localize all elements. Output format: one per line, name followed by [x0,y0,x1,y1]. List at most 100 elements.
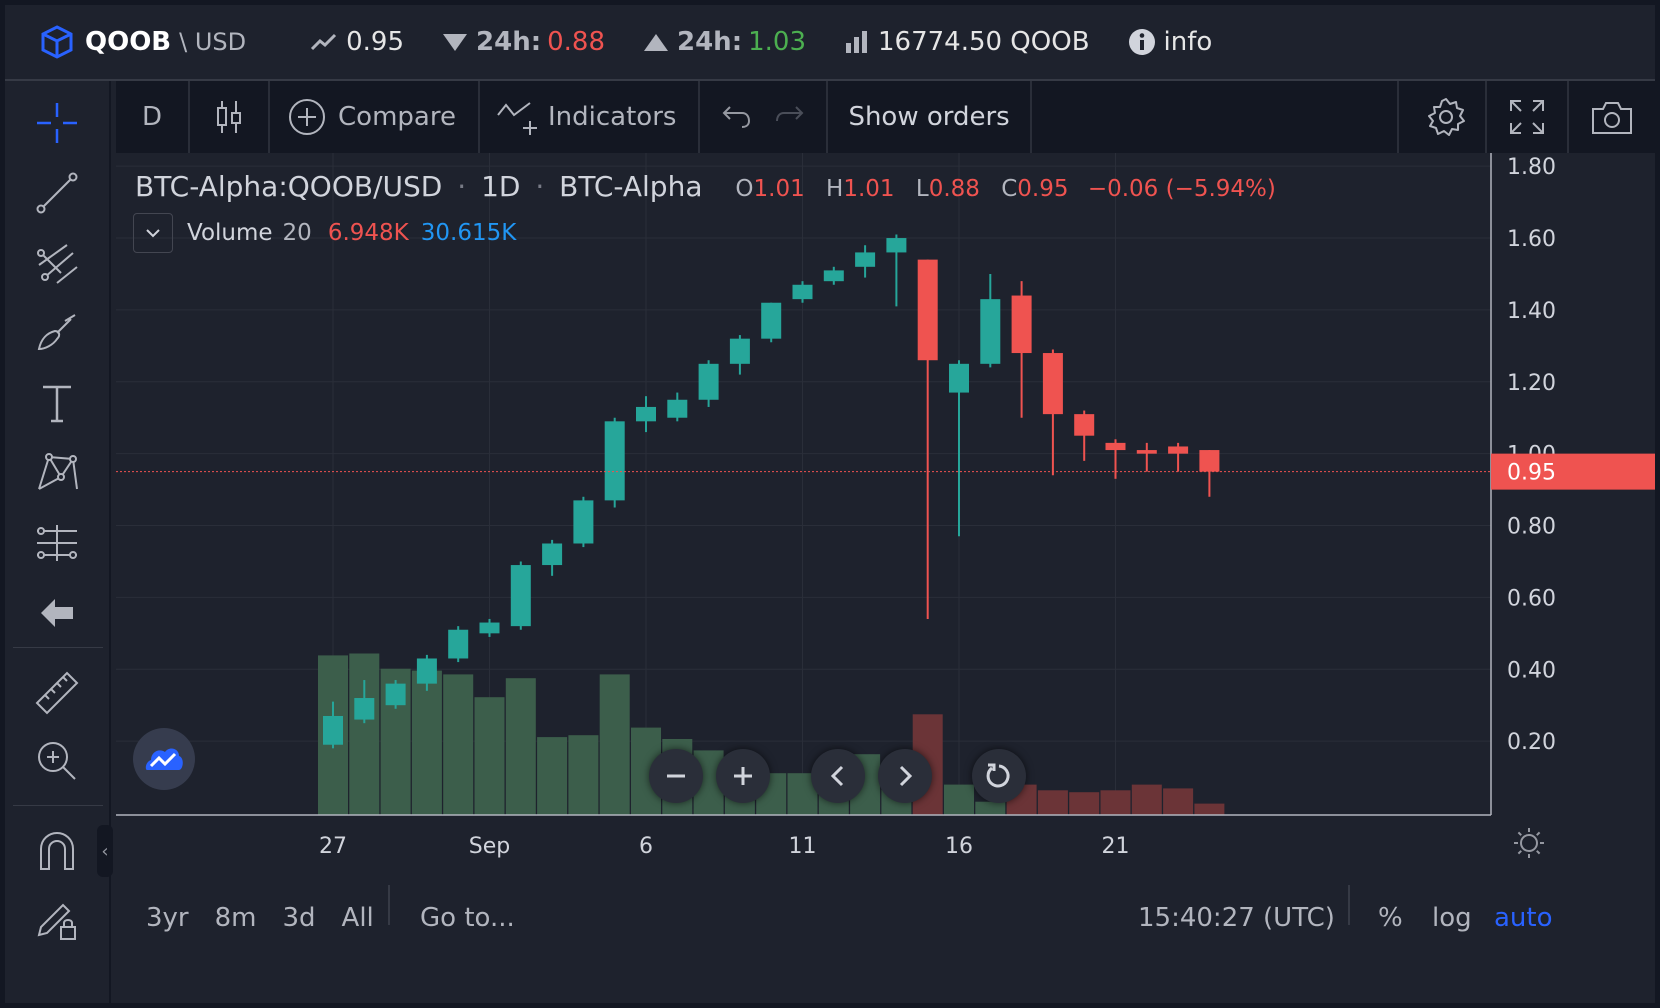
high-label: H [826,176,844,202]
candle-body [1074,414,1095,436]
brush-tool[interactable] [27,305,87,361]
minus-icon [667,774,685,778]
trend-line-icon [36,172,78,214]
range-all[interactable]: All [341,903,374,933]
open-label: O [735,176,754,202]
redo-icon[interactable] [774,103,806,131]
lock-drawing-tool[interactable] [27,891,87,947]
info-button[interactable]: info [1128,27,1213,57]
indicators-button[interactable]: Indicators [480,81,701,153]
crosshair-tool[interactable] [27,95,87,151]
go-to-button[interactable]: Go to... [420,903,515,933]
prediction-tool[interactable] [27,515,87,571]
zoom-in-icon [38,742,76,780]
fullscreen-button[interactable] [1485,81,1567,153]
remove-drawings-tool[interactable] [27,585,87,641]
volume-24h-value: 16774.50 QOOB [877,27,1090,57]
change-value: −0.06 (−5.94%) [1087,176,1276,202]
show-orders-button[interactable]: Show orders [828,81,1032,153]
text-icon [43,385,71,423]
toolbar-separator [13,805,103,806]
axis-settings-icon[interactable] [1514,828,1544,858]
close-label: C [1001,176,1018,202]
low-value: 0.88 [928,176,980,202]
pitchfork-tool[interactable] [27,235,87,291]
zoom-out-button[interactable] [649,749,703,803]
pitchfork-icon [37,244,78,284]
triangle-down-icon [443,34,468,51]
last-price-label: 0.95 [1507,461,1556,486]
time-tick-label: 11 [789,834,817,859]
range-8m[interactable]: 8m [214,903,257,933]
interval-button[interactable]: D [116,81,191,153]
volume-bar [568,735,599,815]
plus-circle-icon [289,99,326,135]
candle-body [1042,353,1063,415]
chart-style-button[interactable] [190,81,271,153]
legend-toggle-button[interactable] [133,213,173,253]
scroll-left-button[interactable] [811,749,865,803]
bottom-toolbar: 3yr 8m 3d All Go to... 15:40:27 (UTC) % … [116,867,1655,1003]
screenshot-button[interactable] [1567,81,1655,153]
candle-body [604,421,625,501]
chevron-right-icon [899,765,913,787]
range-3yr[interactable]: 3yr [146,903,189,933]
price-tick-label: 0.80 [1507,515,1556,540]
scroll-right-button[interactable] [878,749,932,803]
settings-button[interactable] [1397,81,1485,153]
range-3d[interactable]: 3d [282,903,316,933]
zoom-in-button[interactable] [716,749,770,803]
high-value: 1.01 [843,176,895,202]
trend-line-tool[interactable] [27,165,87,221]
indicators-label: Indicators [547,102,677,132]
show-orders-label: Show orders [848,102,1010,132]
high-24h: 24h: 1.03 [643,27,806,57]
time-tick-label: Sep [469,834,510,859]
zoom-in-tool[interactable] [27,733,87,789]
text-tool[interactable] [27,375,87,431]
reset-icon [986,763,1010,788]
chart-toolbar: D Compare Indicators [116,81,1655,153]
chevron-left-icon [830,765,844,787]
high-24h-value: 1.03 [748,27,806,57]
undo-icon[interactable] [720,103,752,131]
auto-scale-toggle[interactable]: auto [1494,903,1553,933]
magnet-icon [40,831,74,870]
log-scale-toggle[interactable]: log [1432,903,1472,933]
legend-separator: · [457,170,467,203]
ticker-bar: QOOB \ USD 0.95 24h: 0.88 24h: 1.03 [5,5,1655,81]
chart-toolbar-right [1397,81,1655,153]
volume-bar [537,737,568,815]
reset-chart-button[interactable] [972,749,1026,803]
legend-symbol[interactable]: BTC-Alpha:QOOB/USD [135,170,443,203]
bottom-separator [388,885,390,925]
utc-time[interactable]: 15:40:27 (UTC) [1138,903,1335,933]
low-label: L [915,176,929,202]
tradingview-logo-button[interactable] [133,728,195,790]
price-chart[interactable]: 1.801.601.401.201.000.800.600.400.200.95… [116,153,1655,867]
undo-redo-group [700,81,829,153]
collapse-toolbar-button[interactable]: ‹ [97,825,113,877]
fullscreen-icon [1510,100,1544,134]
magnet-tool[interactable] [27,823,87,879]
toolbar-separator [13,647,103,648]
last-price: 0.95 [310,27,404,57]
percent-scale-toggle[interactable]: % [1378,903,1403,933]
candle-body [542,543,563,566]
prediction-icon [37,525,77,561]
candle-body [510,565,531,627]
candle-body [448,629,469,659]
candle-body [949,363,969,393]
ruler-tool[interactable] [27,665,87,721]
volume-bar [1163,788,1194,815]
close-value: 0.95 [1017,176,1069,202]
volume-bar [505,678,536,815]
compare-button[interactable]: Compare [270,81,480,153]
pattern-tool[interactable] [27,445,87,501]
drawing-toolbar [5,81,111,1003]
info-label: info [1163,27,1213,57]
ruler-icon [35,671,79,715]
volume-bar [599,674,630,815]
candle-body [980,299,1001,364]
volume-bar [1100,790,1131,815]
